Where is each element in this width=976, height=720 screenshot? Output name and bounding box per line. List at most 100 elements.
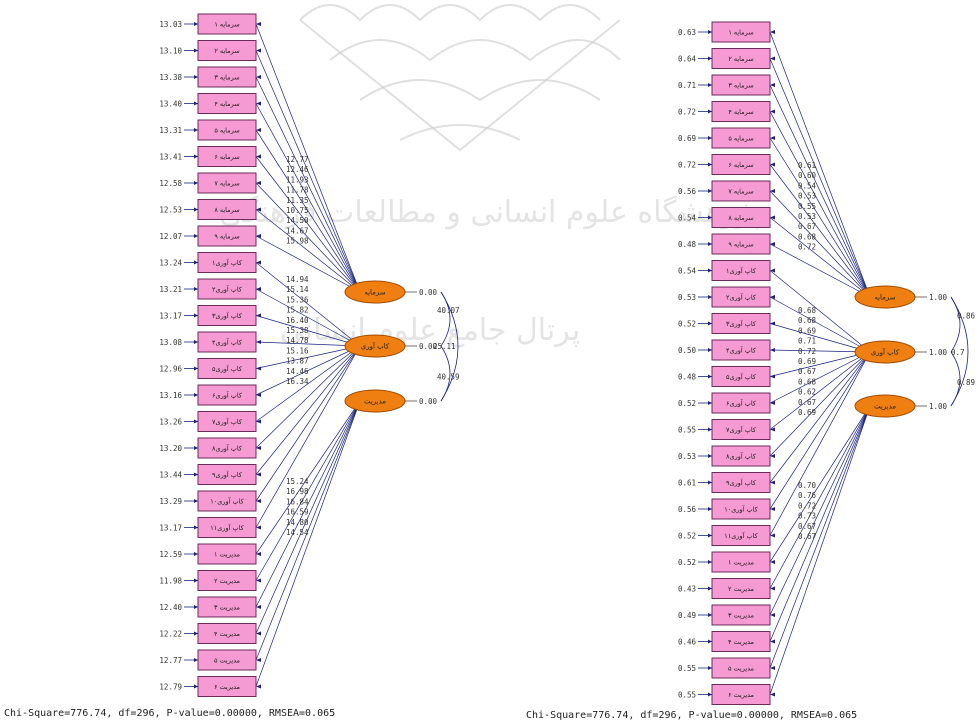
left-loading-arrow	[256, 393, 261, 397]
right-error-arrowhead	[708, 666, 712, 670]
right-loading-arrow	[770, 613, 775, 617]
left-indicator: سرمایه ۲ 13.10	[159, 40, 257, 61]
left-latent-label: سرمایه	[364, 289, 385, 297]
right-indicator: کاپ آوری۱۱ 0.52	[678, 525, 771, 546]
left-loading-path	[255, 400, 361, 608]
right-indicator-label: مدیریت ۲	[728, 585, 754, 593]
left-error-arrowhead	[194, 22, 198, 26]
left-indicator-label: کاپ آوری۸	[212, 444, 243, 453]
left-indicator-label: کاپ آوری۱	[212, 258, 243, 267]
left-indicator: مدیریت ۳ 12.40	[159, 596, 257, 618]
right-indicator: سرمایه ۷ 0.56	[678, 180, 771, 202]
left-indicator: کاپ آوری۸ 13.20	[159, 437, 257, 459]
right-indicator: سرمایه ۸ 0.54	[678, 207, 771, 228]
left-loading-arrow	[256, 446, 261, 450]
right-error-arrowhead	[708, 692, 712, 697]
left-error-value: 13.17	[159, 524, 182, 533]
left-error-value: 13.40	[159, 100, 182, 109]
right-loading-arrow	[770, 507, 775, 511]
left-error-arrowhead	[194, 234, 198, 238]
right-loading-path	[769, 190, 871, 298]
left-error-value: 13.20	[159, 444, 182, 453]
left-error-arrowhead	[194, 393, 198, 397]
right-indicator: کاپ آوری۱۰ 0.56	[678, 498, 771, 520]
right-loading-label: 0.67	[798, 532, 816, 541]
left-loading-arrow	[256, 181, 261, 185]
left-loading-arrow	[256, 605, 261, 609]
left-error-value: 13.21	[159, 285, 182, 294]
right-loading-path	[769, 111, 871, 298]
right-loading-arrow	[770, 560, 775, 564]
left-loading-label: 14.50	[286, 216, 309, 225]
left-indicator-label: سرمایه ۶	[214, 153, 239, 161]
right-loading-path	[769, 351, 871, 483]
right-loading-path	[769, 296, 871, 353]
right-loading-arrow	[770, 268, 775, 273]
right-error-arrowhead	[708, 427, 712, 432]
right-loading-path	[769, 405, 871, 669]
right-loading-path	[769, 351, 871, 510]
left-loading-label: 15.82	[286, 306, 309, 315]
left-loading-arrow	[256, 578, 261, 583]
right-indicator: مدیریت ۱ 0.52	[678, 551, 771, 573]
left-error-value: 13.24	[159, 259, 182, 268]
left-loading-path	[255, 345, 361, 422]
left-indicator-label: کاپ آوری۲	[212, 285, 243, 294]
right-loading-label: 0.55	[798, 202, 816, 211]
right-covariance-value: 0.89	[957, 378, 975, 387]
left-indicator: سرمایه ۹ 12.07	[159, 225, 257, 247]
left-loading-arrow	[256, 525, 261, 530]
right-error-arrowhead	[708, 348, 712, 352]
right-loading-label: 0.72	[798, 501, 816, 510]
left-error-value: 11.98	[159, 577, 182, 586]
left-loading-label: 14.80	[286, 518, 309, 527]
right-loading-label: 0.68	[798, 377, 817, 386]
right-loading-path	[769, 351, 871, 536]
left-loading-path	[255, 76, 361, 293]
left-indicator-label: مدیریت ۶	[214, 683, 240, 691]
left-indicator-label: کاپ آوری۹	[212, 470, 243, 479]
right-latent-label: سرمایه	[874, 294, 895, 302]
left-path-diagram: 12.7712.4611.9311.7811.3510.7514.5014.67…	[159, 13, 460, 697]
left-error-value: 13.29	[159, 497, 182, 506]
left-loading-label: 10.75	[286, 206, 309, 215]
left-indicator: کاپ آوری۷ 13.26	[159, 411, 257, 432]
right-indicator-label: کاپ آوری۱	[726, 266, 757, 275]
left-error-value: 13.38	[159, 73, 182, 82]
left-loading-path	[255, 400, 361, 555]
left-error-value: 12.40	[159, 603, 182, 612]
left-error-arrowhead	[194, 260, 198, 265]
right-loading-label: 0.67	[798, 222, 816, 231]
left-error-arrowhead	[194, 472, 198, 477]
right-error-arrowhead	[708, 454, 712, 458]
left-error-value: 13.26	[159, 418, 182, 427]
right-loading-path	[769, 137, 871, 298]
right-indicator-label: کاپ آوری۵	[726, 372, 757, 381]
left-loading-arrow	[256, 101, 261, 106]
left-loading-label: 14.46	[286, 367, 309, 376]
right-loading-label: 0.72	[798, 347, 816, 356]
left-loading-label: 11.35	[286, 196, 309, 205]
right-covariance-value: 0.86	[957, 312, 976, 321]
right-indicator: کاپ آوری۳ 0.52	[678, 313, 771, 334]
left-indicator: مدیریت ۴ 12.22	[159, 623, 257, 644]
left-loading-arrow	[256, 631, 261, 636]
left-latent-factor: سرمایه 0.00	[344, 280, 438, 304]
left-loading-arrow	[256, 658, 261, 662]
left-loading-arrow	[256, 499, 261, 503]
right-error-arrowhead	[708, 109, 712, 114]
left-error-arrowhead	[194, 658, 198, 662]
left-loading-label: 14.94	[286, 275, 309, 284]
left-loading-arrow	[256, 313, 261, 318]
left-indicator: کاپ آوری۲ 13.21	[159, 278, 257, 300]
right-latent-factor: کاپ آوری 1.00	[854, 340, 948, 364]
left-error-arrowhead	[194, 578, 198, 583]
left-loading-path	[255, 345, 361, 475]
left-loading-label: 12.77	[286, 155, 309, 164]
left-error-arrowhead	[194, 287, 198, 291]
right-loading-arrow	[770, 427, 775, 432]
right-indicator-label: کاپ آوری۹	[726, 478, 757, 487]
left-error-arrowhead	[194, 684, 198, 689]
watermark-emblem	[299, 4, 621, 152]
right-indicator-label: سرمایه ۳	[728, 82, 753, 90]
